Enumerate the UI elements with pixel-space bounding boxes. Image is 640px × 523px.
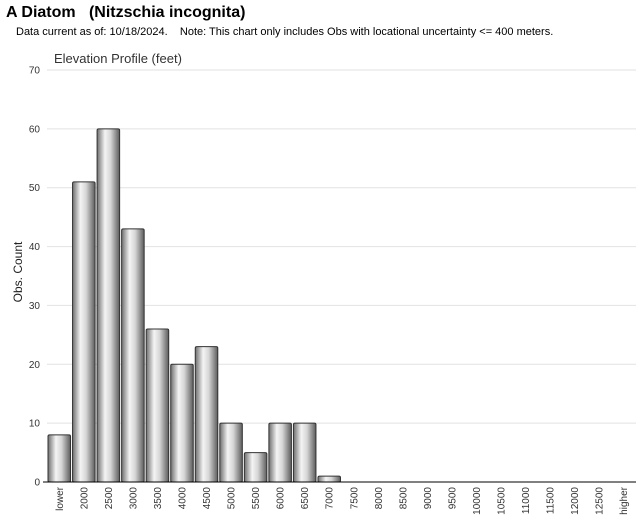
x-tick-label: 7500: [349, 487, 360, 510]
x-tick-label: 3000: [128, 487, 139, 510]
y-axis-label: Obs. Count: [11, 241, 25, 302]
x-tick-label: 11500: [546, 487, 557, 515]
x-tick-label: 12500: [595, 487, 606, 515]
x-tick-label: 2000: [79, 487, 90, 510]
x-tick-label: 5500: [251, 487, 262, 510]
x-tick-label: 8000: [374, 487, 385, 510]
y-tick-label: 50: [29, 183, 41, 194]
x-tick-label: 6500: [300, 487, 311, 510]
bar-6500: [292, 422, 317, 483]
x-tick-label: higher: [619, 486, 630, 514]
x-tick-label: 3500: [153, 487, 164, 510]
bar-3000: [121, 228, 145, 483]
x-tick-label: 6000: [276, 487, 287, 510]
bar-2000: [72, 181, 96, 483]
x-tick-label: 11000: [521, 487, 532, 515]
bar-6000: [268, 422, 292, 483]
x-tick-label: 10500: [497, 487, 508, 515]
y-tick-label: 40: [29, 242, 41, 253]
x-tick-label: 12000: [570, 487, 581, 515]
x-tick-label: 2500: [104, 487, 115, 510]
page-subtitle: Data current as of: 10/18/2024. Note: Th…: [16, 26, 554, 38]
x-tick-label: 4500: [202, 487, 213, 510]
bar-5000: [219, 422, 243, 483]
x-tick-label: 8500: [398, 487, 409, 510]
x-tick-label: 5000: [227, 487, 238, 510]
x-tick-label: 9000: [423, 487, 434, 510]
chart-title: Elevation Profile (feet): [54, 51, 182, 66]
bar-2500: [96, 128, 121, 483]
x-tick-label: 4000: [177, 487, 188, 510]
bar-7000: [317, 475, 342, 483]
y-tick-label: 0: [34, 478, 40, 489]
bar-5500: [243, 452, 268, 483]
x-tick-label: 9500: [447, 487, 458, 510]
bar-4000: [170, 363, 194, 483]
y-tick-label: 10: [29, 419, 41, 430]
bar-3500: [145, 328, 170, 483]
page-title: A Diatom (Nitzschia incognita): [6, 4, 246, 21]
bar-4500: [194, 346, 219, 483]
bar-lower: [47, 434, 72, 483]
x-tick-label: 10000: [472, 487, 483, 515]
x-tick-label: 7000: [325, 487, 336, 510]
y-tick-label: 30: [29, 301, 41, 312]
y-tick-label: 60: [29, 124, 41, 135]
x-tick-label: lower: [55, 486, 66, 511]
y-tick-label: 20: [29, 360, 41, 371]
y-tick-label: 70: [29, 66, 41, 77]
